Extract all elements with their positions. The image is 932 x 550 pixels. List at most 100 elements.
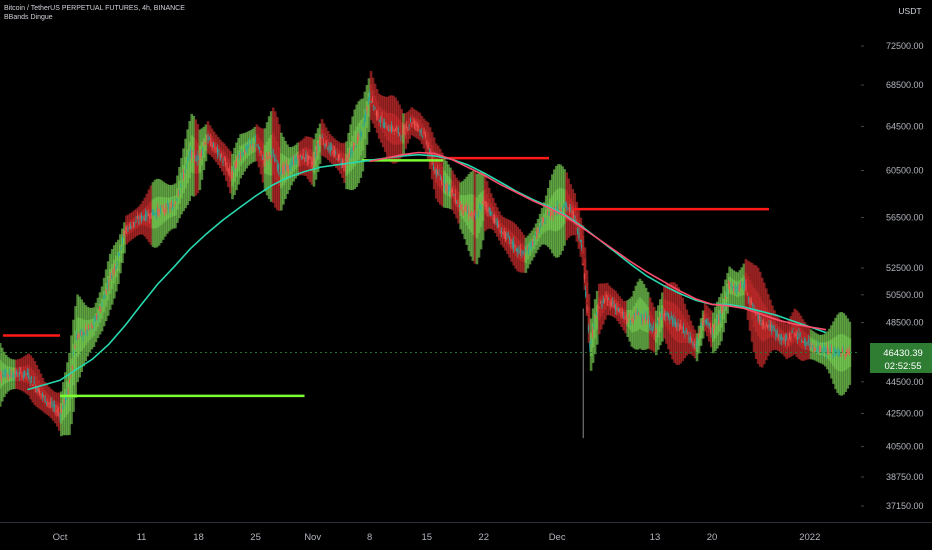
band-core bbox=[176, 188, 179, 210]
band-core bbox=[355, 126, 359, 164]
band-core bbox=[17, 367, 20, 381]
price-tick-label: 56500.00 bbox=[886, 213, 924, 223]
candle-body bbox=[400, 137, 402, 138]
band-slice bbox=[249, 130, 253, 164]
candle-body bbox=[725, 297, 727, 299]
candle-body bbox=[572, 211, 574, 218]
candle-body bbox=[543, 218, 545, 221]
candle-body bbox=[170, 203, 172, 205]
candle-body bbox=[540, 223, 542, 227]
band-slice bbox=[265, 122, 269, 196]
band-slice bbox=[540, 208, 544, 245]
band-core bbox=[597, 297, 601, 321]
candle-body bbox=[252, 144, 254, 147]
band-slice bbox=[216, 137, 220, 165]
candle-body bbox=[707, 321, 709, 325]
candle-body bbox=[700, 322, 702, 327]
candle-body bbox=[78, 333, 80, 336]
candle-body bbox=[168, 205, 170, 209]
candle-body bbox=[530, 242, 532, 247]
band-slice bbox=[167, 184, 171, 232]
candle-body bbox=[651, 328, 653, 332]
candle-body bbox=[173, 205, 175, 207]
candle-body bbox=[291, 160, 293, 165]
band-core bbox=[94, 313, 98, 332]
band-slice bbox=[534, 223, 538, 254]
band-core bbox=[7, 366, 10, 382]
candle-body bbox=[352, 146, 354, 151]
candle-body bbox=[374, 107, 376, 109]
price-tick-label: 48500.00 bbox=[886, 318, 924, 328]
currency-label[interactable]: ▁ USDT bbox=[888, 0, 932, 16]
candle-body bbox=[208, 137, 210, 140]
candle-body bbox=[691, 338, 693, 342]
band-core bbox=[255, 134, 259, 151]
symbol-title[interactable]: Bitcoin / TetherUS PERPETUAL FUTURES, 4h… bbox=[4, 5, 185, 12]
indicator-title[interactable]: BBands Dingue bbox=[4, 14, 53, 21]
candle-body bbox=[336, 159, 338, 160]
candle-body bbox=[299, 154, 301, 156]
band-slice bbox=[522, 234, 526, 273]
band-core bbox=[98, 303, 102, 323]
band-core bbox=[66, 381, 69, 415]
candle-body bbox=[591, 330, 593, 336]
candle-body bbox=[363, 119, 365, 125]
band-slice bbox=[551, 174, 554, 254]
candle-body bbox=[217, 148, 219, 154]
band-core bbox=[343, 153, 346, 172]
band-slice bbox=[791, 312, 795, 356]
time-tick-label: 13 bbox=[650, 532, 661, 543]
candle-body bbox=[533, 241, 535, 244]
candle-body bbox=[151, 209, 153, 216]
band-slice bbox=[685, 309, 689, 356]
candle-body bbox=[221, 154, 223, 157]
candle-body bbox=[809, 343, 811, 347]
band-slice bbox=[227, 148, 230, 188]
candle-body bbox=[514, 244, 516, 249]
candle-body bbox=[718, 319, 720, 324]
band-core bbox=[53, 400, 57, 415]
band-slice bbox=[714, 306, 717, 352]
candle-body bbox=[234, 162, 236, 169]
candle-body bbox=[601, 302, 603, 308]
candle-body bbox=[721, 309, 723, 311]
time-tick-label: 25 bbox=[250, 532, 261, 543]
candle-body bbox=[625, 316, 627, 320]
band-slice bbox=[620, 298, 623, 327]
candle-body bbox=[658, 320, 660, 321]
candle-body bbox=[136, 216, 138, 219]
candle-body bbox=[310, 161, 312, 164]
candle-body bbox=[414, 121, 416, 127]
time-axis[interactable]: Oct 11 18 25 Nov 8 15 22 Dec 13 20 2022 bbox=[53, 532, 821, 543]
candle-body bbox=[773, 329, 775, 331]
candle-body bbox=[22, 374, 24, 377]
candle-body bbox=[798, 333, 800, 339]
candle-body bbox=[801, 341, 803, 343]
candle-body bbox=[219, 156, 221, 160]
band-core bbox=[135, 215, 139, 229]
band-core bbox=[699, 325, 703, 339]
band-core bbox=[726, 284, 729, 303]
band-core bbox=[373, 95, 377, 116]
candle-body bbox=[18, 371, 20, 377]
band-slice bbox=[47, 386, 51, 417]
candle-body bbox=[697, 334, 699, 336]
candle-body bbox=[453, 195, 455, 197]
band-core bbox=[734, 280, 738, 297]
candle-body bbox=[475, 215, 477, 218]
candle-body bbox=[513, 241, 515, 249]
plot-area[interactable] bbox=[0, 71, 858, 439]
band-core bbox=[636, 299, 640, 331]
band-slice bbox=[72, 319, 75, 412]
band-slice bbox=[514, 224, 517, 269]
candle-body bbox=[467, 210, 468, 212]
band-slice bbox=[589, 318, 593, 371]
candle-body bbox=[365, 111, 367, 119]
candle-body bbox=[689, 336, 691, 342]
band-slice bbox=[363, 91, 367, 159]
candle-body bbox=[102, 298, 104, 299]
price-axis[interactable]: 72500.00 68500.00 64500.00 60500.00 56500.00… bbox=[861, 41, 924, 511]
band-core bbox=[599, 295, 603, 317]
band-slice bbox=[74, 306, 77, 398]
